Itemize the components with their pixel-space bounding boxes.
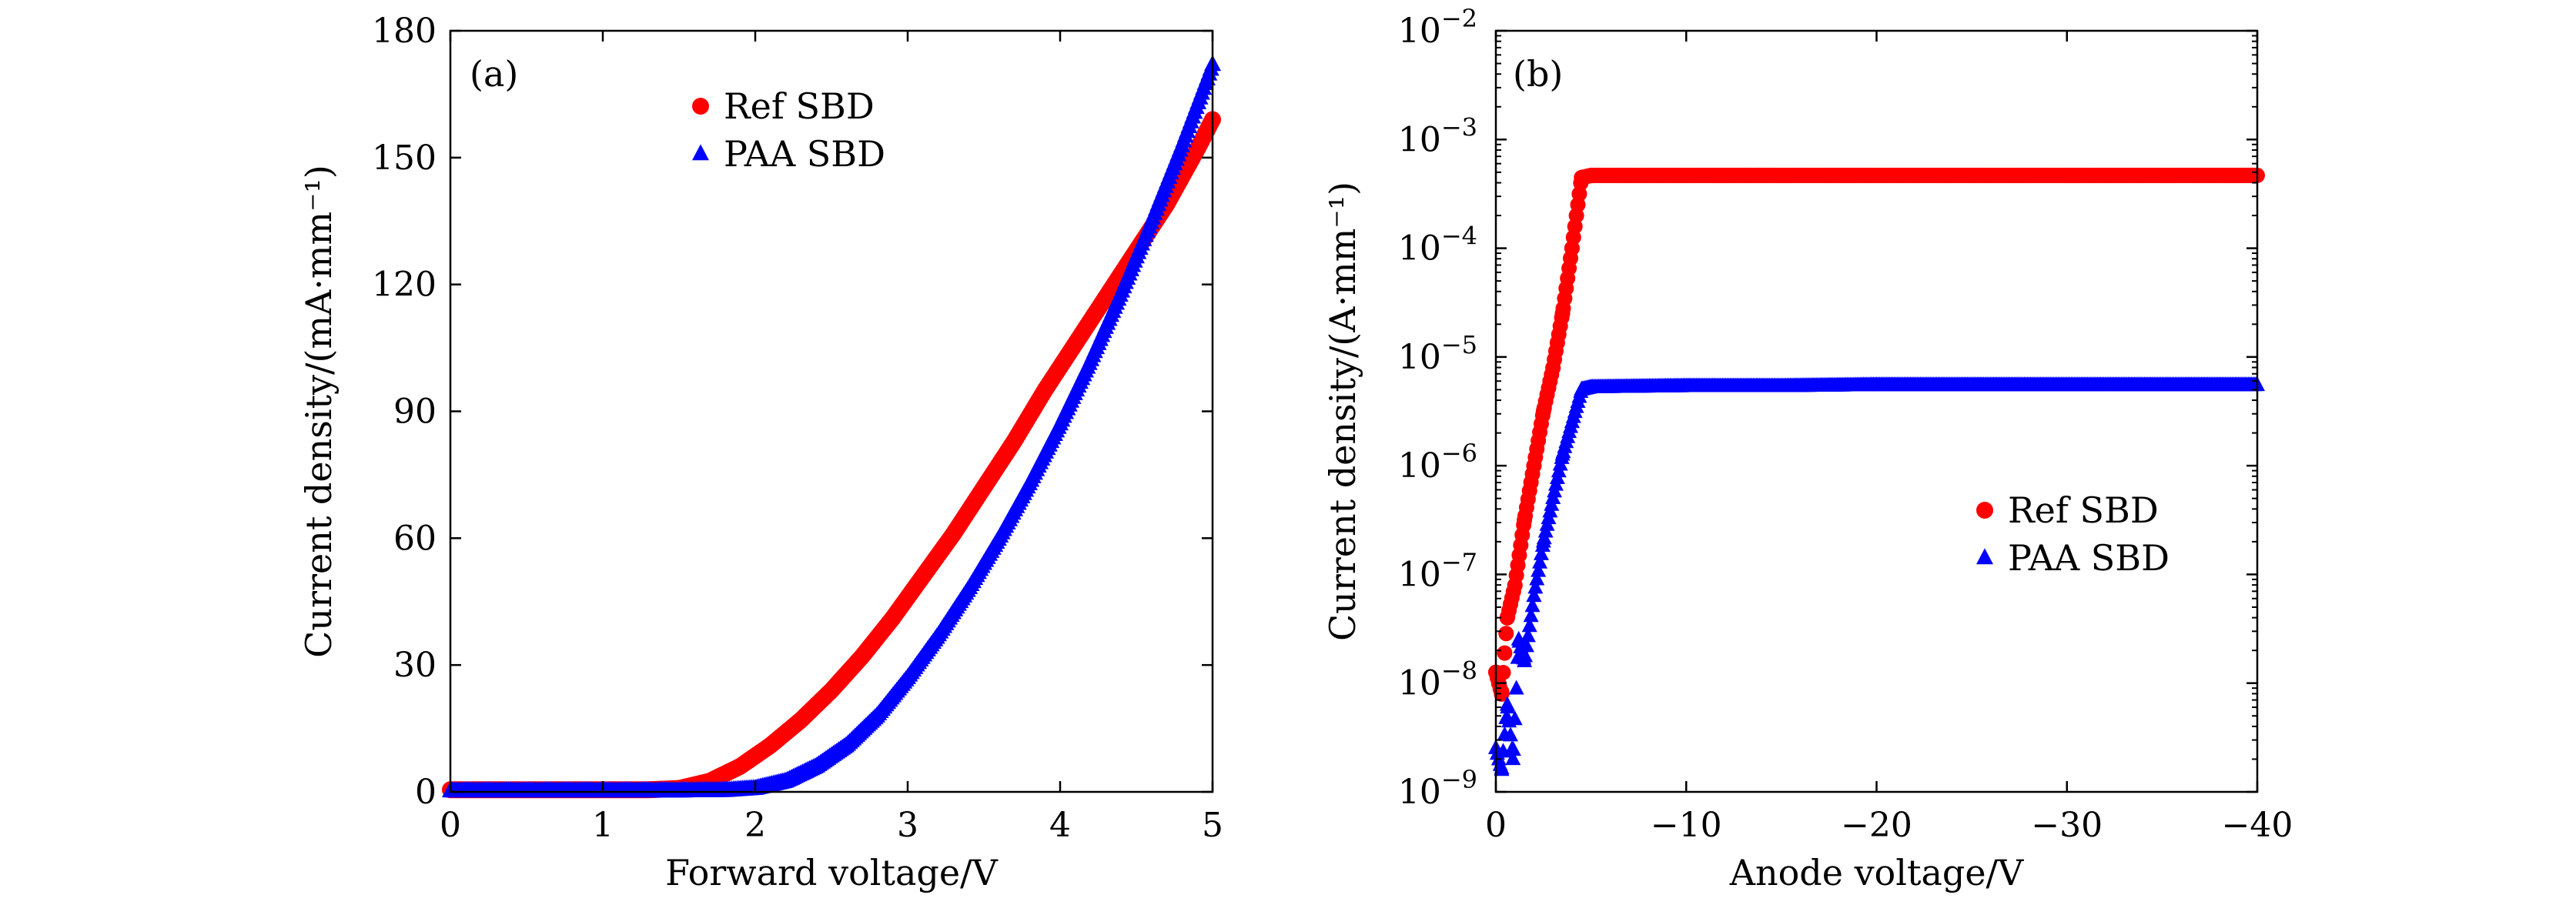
y-tick-label: 180: [372, 12, 437, 51]
x-tick-label: −40: [2222, 806, 2293, 845]
panel-label: (b): [1513, 53, 1563, 95]
y-tick-label: 10−4: [1398, 222, 1477, 269]
legend-label: Ref SBD: [2008, 489, 2159, 531]
data-point-triangle: [1517, 647, 1534, 663]
y-tick-label: 10−5: [1398, 330, 1477, 377]
data-point-triangle: [1505, 750, 1521, 766]
y-tick-exponent: −9: [1441, 765, 1477, 794]
legend-label: PAA SBD: [724, 133, 885, 175]
y-tick-exponent: −5: [1441, 330, 1477, 359]
y-tick-base: 10: [1398, 229, 1441, 269]
y-tick-base: 10: [1398, 664, 1441, 703]
data-point-triangle: [1505, 741, 1521, 756]
data-point-triangle: [1533, 545, 1549, 560]
x-tick-label: 1: [592, 806, 614, 845]
y-tick-base: 10: [1398, 446, 1441, 486]
y-axis-title: Current density/(A·mm⁻¹): [1322, 182, 1363, 641]
series-ref-sbd: [1488, 167, 2265, 702]
data-point-triangle: [1529, 570, 1545, 586]
y-tick-base: 10: [1398, 120, 1441, 159]
y-tick-base: 10: [1398, 555, 1441, 594]
y-tick-label: 60: [393, 519, 437, 558]
x-tick-label: 2: [744, 806, 766, 845]
y-axis-title: Current density/(mA·mm⁻¹): [298, 165, 340, 658]
y-tick-label: 10−8: [1398, 656, 1477, 703]
y-tick-label: 10−3: [1398, 112, 1477, 159]
data-point-triangle: [1532, 553, 1548, 569]
series-paa-sbd: [1488, 376, 2265, 776]
data-point-triangle: [1520, 627, 1536, 643]
data-point-triangle: [1531, 562, 1547, 577]
legend-marker: [1976, 502, 1993, 519]
y-tick-label: 10−2: [1398, 4, 1477, 51]
data-point-triangle: [1521, 617, 1537, 633]
y-tick-label: 150: [372, 139, 437, 178]
x-axis-title: Anode voltage/V: [1729, 852, 2024, 893]
panel-b: 0 −10 −20 −30 −4010−910−810−710−610−510−410−…: [1322, 4, 2293, 893]
legend-marker: [692, 98, 709, 115]
y-tick-exponent: −2: [1441, 4, 1477, 33]
legend-label: Ref SBD: [724, 85, 875, 127]
x-tick-label: 0: [1485, 806, 1507, 845]
data-point-triangle: [1523, 607, 1539, 623]
data-point-triangle: [1534, 536, 1551, 552]
data-point-triangle: [1503, 726, 1519, 742]
legend: Ref SBD PAA SBD: [1976, 489, 2170, 579]
x-tick-label: 0: [440, 806, 461, 845]
legend-marker: [1976, 548, 1993, 565]
x-tick-label: −30: [2031, 806, 2103, 845]
data-point-triangle: [1527, 579, 1544, 594]
y-tick-label: 10−9: [1398, 765, 1477, 812]
data-point-triangle: [1524, 597, 1541, 613]
data-point-circle: [1497, 645, 1513, 661]
legend-label: PAA SBD: [2008, 537, 2170, 579]
y-tick-label: 90: [393, 392, 437, 432]
x-tick-label: 5: [1202, 806, 1223, 845]
y-tick-label: 120: [372, 265, 437, 305]
x-axis-title: Forward voltage/V: [665, 852, 998, 893]
y-tick-exponent: −4: [1441, 222, 1477, 251]
legend: Ref SBD PAA SBD: [692, 85, 885, 175]
y-tick-base: 10: [1398, 338, 1441, 377]
data-point-triangle: [1508, 680, 1524, 695]
x-tick-label: 4: [1049, 806, 1071, 845]
y-tick-label: 30: [393, 646, 437, 685]
legend-marker: [692, 144, 709, 161]
y-tick-label: 10−6: [1398, 439, 1477, 486]
data-point-triangle: [1507, 710, 1523, 726]
y-tick-base: 10: [1398, 773, 1441, 812]
data-point-triangle: [1526, 587, 1542, 603]
y-tick-exponent: −8: [1441, 656, 1477, 686]
y-tick-base: 10: [1398, 12, 1441, 51]
y-tick-label: 10−7: [1398, 547, 1477, 594]
x-tick-label: −20: [1841, 806, 1912, 845]
data-point-triangle: [1494, 760, 1510, 775]
y-tick-exponent: −3: [1441, 112, 1477, 142]
series-ref-sbd: [442, 111, 1221, 799]
data-point-triangle: [1500, 699, 1516, 714]
y-tick-exponent: −6: [1441, 439, 1477, 468]
series-paa-sbd: [442, 55, 1221, 798]
y-tick-label: 0: [415, 773, 437, 812]
y-tick-exponent: −7: [1441, 547, 1477, 576]
panel-a: 0 1 2 3 4 5 0 30 60 90 120 150 180 Forward voltage/V C…: [298, 12, 1223, 893]
x-tick-label: 3: [897, 806, 918, 845]
plot-frame: [1494, 29, 2259, 793]
data-point-triangle: [1518, 637, 1534, 653]
data-point-circle: [1495, 664, 1511, 680]
panel-label: (a): [470, 53, 518, 95]
x-tick-label: −10: [1651, 806, 1722, 845]
data-point-circle: [1498, 626, 1514, 642]
